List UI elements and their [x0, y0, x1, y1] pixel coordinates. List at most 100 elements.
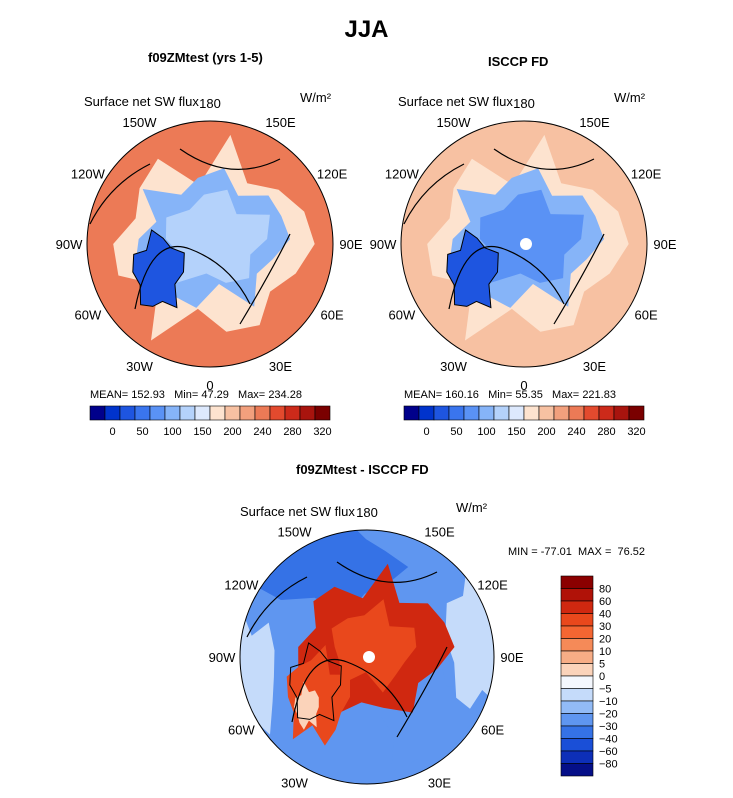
- panel1-lon-label: 150E: [265, 115, 296, 130]
- panel1-max-label: Max=: [238, 389, 266, 401]
- panel2-mean-label: MEAN=: [404, 389, 443, 401]
- panel3-lon-label: 60E: [481, 723, 504, 738]
- panel3-min-label: MIN =: [508, 546, 538, 558]
- panel2-lon-label: 90W: [370, 237, 397, 252]
- panel3-colorbar-tick: 30: [599, 621, 611, 633]
- panel3-map: 180 150E 120E 90E 60E 30E 0 30W 60W 90W 120W 150W: [209, 505, 524, 798]
- panel2-lon-label: 150E: [579, 115, 610, 130]
- panel3-units: W/m²: [456, 500, 488, 515]
- panel2-lon-label: 150W: [437, 115, 472, 130]
- panel3-colorbar-bin: [560, 613, 594, 627]
- panel2-colorbar-bin: [613, 405, 630, 421]
- panel3-colorbar-bin: [560, 763, 594, 777]
- panel3-colorbar-bin: [560, 575, 594, 589]
- panel2-colorbar-tick: 50: [450, 426, 462, 438]
- panel1-colorbar-tick: 100: [163, 426, 181, 438]
- panel3-colorbar-bin: [560, 700, 594, 714]
- panel1-lon-label: 120W: [71, 167, 106, 182]
- panel3-colorbar-tick: 5: [599, 659, 605, 671]
- panel2-max-label: Max=: [552, 389, 580, 401]
- panel1-lon-label: 60W: [75, 308, 102, 323]
- panel1-lon-label: 180: [199, 96, 221, 111]
- panel1-mean-value: 152.93: [131, 389, 165, 401]
- panel3-max-label: MAX =: [578, 546, 612, 558]
- panel3-colorbar-bin: [560, 638, 594, 652]
- panel3-colorbar-bin: [560, 725, 594, 739]
- panel1-lon-label: 90E: [339, 237, 362, 252]
- panel3-colorbar-bin: [560, 688, 594, 702]
- panel1-lon-label: 120E: [317, 167, 348, 182]
- panel2-colorbar-tick: 100: [477, 426, 495, 438]
- panel1-lon-label: 150W: [123, 115, 158, 130]
- panel3-colorbar-tick: 80: [599, 584, 611, 596]
- panel2-colorbar-tick: 320: [627, 426, 645, 438]
- panel1-colorbar-bin: [134, 405, 151, 421]
- panel2-lon-label: 120E: [631, 167, 662, 182]
- panel1-units: W/m²: [300, 90, 332, 105]
- panel3-coastlines: [246, 561, 448, 738]
- panel2-lon-label: 90E: [653, 237, 676, 252]
- panel2-lon-label: 0: [520, 378, 527, 393]
- panel1-colorbar-bin: [239, 405, 256, 421]
- panel3-pole-missing: [363, 651, 375, 663]
- panel3-lon-label: 120E: [477, 578, 508, 593]
- panel3-colorbar-bin: [560, 713, 594, 727]
- panel3-colorbar-tick: 60: [599, 596, 611, 608]
- panel3-colorbar-tick: −60: [599, 746, 618, 758]
- panel1-colorbar-tick: 0: [109, 426, 115, 438]
- panel3-colorbar-bin: [560, 588, 594, 602]
- panel1-colorbar-bin: [209, 405, 226, 421]
- panel3-colorbar-tick: 10: [599, 646, 611, 658]
- panel2-colorbar-tick: 200: [537, 426, 555, 438]
- panel1-colorbar-tick: 280: [283, 426, 301, 438]
- panel2-colorbar-tick: 150: [507, 426, 525, 438]
- panel1-colorbar-bin: [179, 405, 196, 421]
- panel2-lon-label: 120W: [385, 167, 420, 182]
- panel2-colorbar-bin: [523, 405, 540, 421]
- panel1-outline: [86, 120, 334, 368]
- panel3-greenland-coast: [289, 642, 342, 722]
- panel2-colorbar: 0 50 100 150 200 240 280 320: [403, 405, 646, 438]
- panel2-colorbar-bin: [448, 405, 465, 421]
- panel1-min-label: Min=: [174, 389, 199, 401]
- panel2-region-greenland: [446, 230, 499, 308]
- panel3-lon-label: 60W: [228, 723, 255, 738]
- panel2-outline: [400, 120, 648, 368]
- panel3-colorbar-bin: [560, 650, 594, 664]
- panel3-lon-label: 30E: [428, 776, 451, 791]
- panel1-lon-label: 30W: [126, 359, 153, 374]
- panel2-colorbar-bin: [568, 405, 585, 421]
- panel3-lon-label: 90E: [500, 650, 523, 665]
- panel3-colorbar-tick: −20: [599, 709, 618, 721]
- panel2-colorbar-bin: [418, 405, 435, 421]
- panel2-stats: MEAN= 160.16 Min= 55.35 Max= 221.83: [404, 389, 616, 401]
- panel1-mean-label: MEAN=: [90, 389, 129, 401]
- panel1-map: 180 150E 120E 90E 60E 30E 0 30W 60W 90W 120W 150W: [56, 96, 363, 393]
- panel3-colorbar-tick: −10: [599, 696, 618, 708]
- panel3-region-arctic-core: [331, 599, 417, 693]
- panel1-colorbar-bin: [119, 405, 136, 421]
- panel3-region-americas-light: [240, 601, 275, 750]
- panel1-colorbar-bin: [224, 405, 241, 421]
- panel3-colorbar-bin: [560, 663, 594, 677]
- panel3-colorbar-tick: 40: [599, 609, 611, 621]
- panel1-min-value: 47.29: [201, 389, 229, 401]
- panel3-colorbar-bin: [560, 600, 594, 614]
- panel1-colorbar-bin: [164, 405, 181, 421]
- panel3-colorbar-tick: −30: [599, 721, 618, 733]
- panel2-variable: Surface net SW flux: [398, 94, 513, 109]
- panel1-lon-label: 0: [206, 378, 213, 393]
- panel2-title: ISCCP FD: [488, 54, 549, 69]
- panel2-lon-label: 30E: [583, 359, 606, 374]
- panel2-colorbar-bin: [493, 405, 510, 421]
- panel2-colorbar-bin: [403, 405, 420, 421]
- panel3-lon-label: 90W: [209, 650, 236, 665]
- panel3-colorbar-tick: −40: [599, 734, 618, 746]
- panel3-outline: [239, 529, 495, 785]
- panel3-lon-label: 30W: [281, 776, 308, 791]
- panel1-region-arctic-ocean: [165, 189, 270, 283]
- panel1-colorbar: 0 50 100 150 200 240 280 320: [89, 405, 332, 438]
- panel1-stats: MEAN= 152.93 Min= 47.29 Max= 234.28: [90, 389, 302, 401]
- panel2-colorbar-bin: [553, 405, 570, 421]
